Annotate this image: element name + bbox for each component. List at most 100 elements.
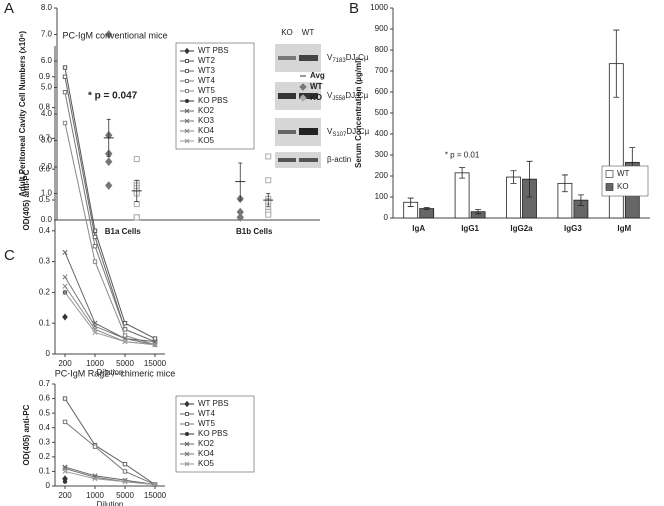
legend-label: KO4 (198, 449, 215, 458)
y-tick-label: 2.0 (41, 162, 53, 171)
legend-symbol (184, 138, 190, 144)
y-tick-label: 700 (375, 66, 389, 75)
x-tick-label: B1a Cells (105, 227, 142, 236)
panel-label: A (4, 0, 14, 17)
legend-label: Avg (310, 71, 325, 80)
legend-label: WT2 (198, 56, 215, 65)
y-tick-label: 3.0 (41, 136, 53, 145)
series-line (64, 470, 156, 486)
x-tick-label: IgA (412, 224, 425, 233)
gel-band (299, 55, 318, 61)
marker (92, 259, 98, 264)
legend-symbol (185, 89, 189, 93)
gel-row-label: β-actin (327, 155, 351, 164)
legend-label: KO2 (198, 439, 215, 448)
marker (122, 461, 128, 467)
marker (62, 120, 68, 126)
legend-symbol (184, 451, 190, 457)
y-tick-label: 100 (375, 192, 389, 201)
gel: KO WT V7183DJ-Cµ VJ558DJ-Cµ VS107DJ-Cµ β… (275, 28, 370, 168)
legend-symbol (299, 94, 307, 102)
y-tick-label: 200 (375, 171, 389, 180)
marker (133, 201, 140, 208)
error-bar (475, 209, 482, 215)
legend-label: KO (617, 182, 629, 191)
y-tick-label: 4.0 (41, 109, 53, 118)
y-tick-label: 0 (384, 213, 389, 222)
series-line (64, 398, 156, 485)
y-tick-label: 1.0 (41, 189, 53, 198)
y-tick-label: 8.0 (41, 3, 53, 12)
x-tick-label: IgG3 (564, 224, 582, 233)
y-tick-label: 0.6 (39, 394, 51, 403)
marker (62, 468, 68, 474)
annotation: * p = 0.01 (445, 151, 480, 160)
gel-band (299, 158, 318, 162)
legend-symbol (185, 69, 189, 73)
marker (133, 156, 140, 163)
x-tick-label: 200 (58, 359, 72, 368)
y-tick-label: 400 (375, 129, 389, 138)
y-tick-label: 1000 (370, 3, 388, 12)
x-tick-label: 5000 (116, 359, 134, 368)
marker (105, 157, 113, 166)
y-tick-label: 0 (46, 349, 51, 358)
legend-symbol (184, 400, 190, 408)
y-tick-label: 800 (375, 45, 389, 54)
legend-symbol (605, 170, 614, 178)
marker (152, 342, 158, 348)
gel-row-label: VJ558DJ-Cµ (327, 91, 369, 101)
legend-label: WT4 (198, 409, 215, 418)
lane-label: WT (302, 28, 315, 37)
gel-band (278, 158, 296, 162)
marker (236, 213, 244, 222)
panel-label: B (349, 0, 359, 17)
bar (454, 172, 470, 219)
x-axis-label: Dilution (97, 368, 124, 377)
error-bar (238, 162, 243, 201)
legend-symbol (184, 108, 190, 114)
y-tick-label: 0.1 (39, 467, 51, 476)
y-axis-label: Serum Concentration (µg/ml) (354, 58, 363, 168)
error-bar (134, 179, 139, 202)
legend-symbol (605, 183, 614, 191)
y-tick-label: 0.0 (41, 215, 53, 224)
y-tick-label: 6.0 (41, 56, 53, 65)
x-tick-label: IgG1 (461, 224, 479, 233)
marker (62, 249, 68, 255)
legend-symbol (184, 441, 190, 447)
marker (122, 479, 128, 485)
marker (92, 476, 98, 482)
y-tick-label: 500 (375, 108, 389, 117)
legend-symbol (185, 59, 189, 63)
legend-symbol (184, 461, 190, 467)
x-tick-label: 1000 (86, 491, 104, 500)
x-tick-label: 15000 (144, 491, 167, 500)
y-tick-label: 0.9 (39, 72, 51, 81)
y-tick-label: 0.2 (39, 288, 51, 297)
gel-band (299, 93, 318, 99)
legend-symbol (185, 432, 189, 436)
legend-label: KO5 (198, 459, 215, 468)
marker (133, 214, 140, 221)
marker (152, 481, 158, 488)
marker (122, 327, 128, 332)
series-line (64, 276, 156, 346)
series-line (64, 466, 156, 486)
marker (105, 30, 113, 39)
legend-label: KO5 (198, 136, 215, 145)
error-bar (577, 194, 584, 206)
y-axis-label: OD(405) anti-PC (22, 169, 31, 230)
y-tick-label: 900 (375, 24, 389, 33)
y-tick-label: 5.0 (41, 83, 53, 92)
marker (62, 313, 68, 321)
legend-label: WT (310, 82, 323, 91)
gel-band (278, 56, 296, 60)
series-line (64, 252, 156, 343)
error-bar (459, 167, 466, 179)
error-bar (423, 207, 430, 210)
marker (265, 153, 272, 160)
marker (62, 396, 68, 401)
